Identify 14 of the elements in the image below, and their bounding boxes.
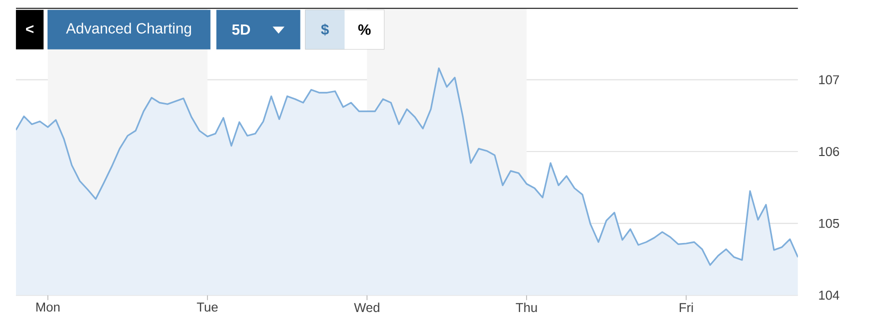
x-tick-label: Wed [354, 302, 380, 312]
x-tick-label: Mon [36, 302, 60, 312]
y-tick-label: 105 [819, 218, 840, 228]
y-tick-label: 107 [819, 75, 839, 84]
annotation: 5D [232, 24, 250, 35]
x-tick-label: Tue [196, 302, 218, 312]
annotation: % [358, 24, 371, 35]
x-tick-label: Fri [680, 302, 693, 312]
annotation: < [26, 25, 34, 34]
y-tick-label: 106 [819, 147, 840, 156]
y-tick-label: 104 [819, 290, 840, 300]
annotation: Advanced Charting [66, 22, 191, 37]
x-tick-label: Thu [516, 302, 537, 312]
annotation: $ [321, 24, 329, 36]
